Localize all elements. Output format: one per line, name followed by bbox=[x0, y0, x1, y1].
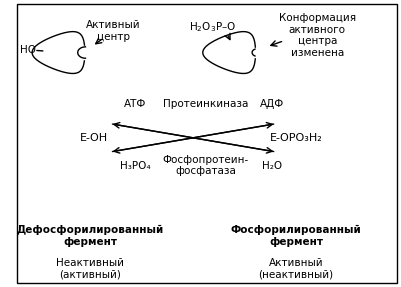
Text: Активный
центр: Активный центр bbox=[86, 20, 140, 42]
Text: НО: НО bbox=[20, 45, 36, 55]
Text: Активный
(неактивный): Активный (неактивный) bbox=[258, 258, 332, 279]
Polygon shape bbox=[80, 46, 97, 59]
Text: Фосфопротеин-
фосфатаза: Фосфопротеин- фосфатаза bbox=[162, 155, 248, 176]
Text: Н₃РО₄: Н₃РО₄ bbox=[119, 161, 150, 171]
Polygon shape bbox=[250, 49, 267, 57]
Text: Фосфорилированный
фермент: Фосфорилированный фермент bbox=[230, 225, 360, 247]
Text: Дефосфорилированный
фермент: Дефосфорилированный фермент bbox=[16, 225, 164, 247]
FancyBboxPatch shape bbox=[16, 4, 396, 283]
Text: АТФ: АТФ bbox=[124, 99, 146, 109]
Text: АДФ: АДФ bbox=[259, 99, 283, 109]
Text: $\mathregular{H_2O_3P}$–О: $\mathregular{H_2O_3P}$–О bbox=[188, 20, 235, 34]
Text: Е-ОРО₃Н₂: Е-ОРО₃Н₂ bbox=[269, 133, 322, 143]
Text: Н₂О: Н₂О bbox=[261, 161, 281, 171]
Text: Неактивный
(активный): Неактивный (активный) bbox=[56, 258, 124, 279]
Text: Е-ОН: Е-ОН bbox=[80, 133, 108, 143]
Text: Протеинкиназа: Протеинкиназа bbox=[162, 99, 247, 109]
Text: Конформация
активного
центра
изменена: Конформация активного центра изменена bbox=[278, 13, 355, 58]
